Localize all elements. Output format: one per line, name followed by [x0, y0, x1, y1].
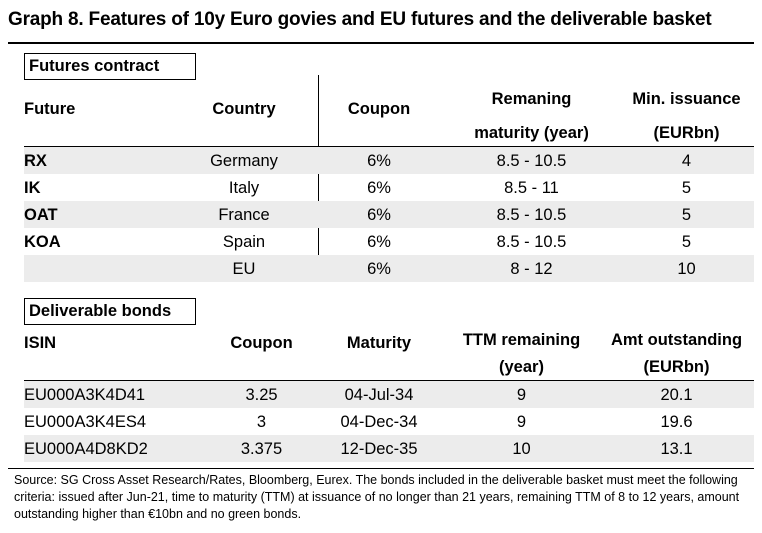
cell-coupon: 6%: [367, 178, 391, 197]
cell-coupon: 6%: [314, 201, 444, 228]
cell-maturity: 8.5 - 10.5: [496, 232, 567, 251]
cell-future: [24, 255, 174, 282]
table-row: EU 6% 8 - 12 10: [24, 255, 754, 282]
cell-issuance: 5: [681, 232, 692, 251]
cell-future: OAT: [24, 201, 174, 228]
cell-issuance: 4: [619, 146, 754, 174]
header-isin: ISIN: [24, 334, 57, 352]
cell-amt: 20.1: [599, 380, 754, 408]
cell-future: RX: [24, 146, 174, 174]
bonds-header-row: ISIN Coupon Maturity TTM remaining Amt o…: [24, 326, 754, 353]
table-row: RX Germany 6% 8.5 - 10.5 4: [24, 146, 754, 174]
cell-country: Spain: [222, 232, 266, 251]
bonds-section-label: Deliverable bonds: [24, 298, 196, 325]
cell-issuance: 10: [619, 255, 754, 282]
cell-coupon: 3.25: [209, 380, 314, 408]
page-title: Graph 8. Features of 10y Euro govies and…: [8, 9, 712, 30]
header-ttm-remaining: TTM remaining: [462, 330, 581, 349]
cell-coupon: 3: [256, 412, 267, 431]
cell-maturity: 8.5 - 10.5: [444, 146, 619, 174]
source-note: Source: SG Cross Asset Research/Rates, B…: [14, 473, 740, 521]
cell-future: KOA: [24, 232, 61, 251]
table-row: KOA Spain 6% 8.5 - 10.5 5: [24, 228, 754, 255]
cell-future: IK: [24, 178, 41, 197]
table-row: EU000A3K4D41 3.25 04-Jul-34 9 20.1: [24, 380, 754, 408]
futures-header-row-2: maturity (year) (EURbn): [24, 119, 754, 147]
bonds-header-row-2: (year) (EURbn): [24, 353, 754, 381]
cell-country: France: [174, 201, 314, 228]
cell-issuance: 5: [681, 178, 692, 197]
cell-country: Germany: [174, 146, 314, 174]
table-row: EU000A4D8KD2 3.375 12-Dec-35 10 13.1: [24, 435, 754, 462]
cell-maturity: 8.5 - 10.5: [444, 201, 619, 228]
header-ttm-unit: (year): [444, 353, 599, 381]
table-row: IK Italy 6% 8.5 - 11 5: [24, 174, 754, 201]
cell-ttm: 9: [444, 380, 599, 408]
cell-amt: 13.1: [599, 435, 754, 462]
header-amt-outstanding: Amt outstanding: [610, 330, 743, 349]
title-divider: [8, 42, 754, 44]
cell-coupon: 6%: [367, 232, 391, 251]
cell-coupon: 6%: [314, 255, 444, 282]
cell-maturity: 8.5 - 11: [504, 178, 559, 197]
cell-maturity: 04-Dec-34: [340, 412, 418, 431]
table-row: OAT France 6% 8.5 - 10.5 5: [24, 201, 754, 228]
header-min-issuance-unit: (EURbn): [619, 119, 754, 147]
cell-isin: EU000A3K4D41: [24, 380, 209, 408]
table-row: EU000A3K4ES4 3 04-Dec-34 9 19.6: [24, 408, 754, 435]
cell-amt: 19.6: [660, 412, 693, 431]
cell-coupon: 3.375: [209, 435, 314, 462]
cell-maturity: 04-Jul-34: [314, 380, 444, 408]
cell-maturity: 12-Dec-35: [314, 435, 444, 462]
header-future: Future: [24, 100, 76, 118]
cell-ttm: 10: [444, 435, 599, 462]
cell-isin: EU000A3K4ES4: [24, 412, 147, 431]
source-divider: [8, 468, 754, 469]
header-remaining-maturity-unit: maturity (year): [444, 119, 619, 147]
cell-country: Italy: [228, 178, 260, 197]
bonds-table: ISIN Coupon Maturity TTM remaining Amt o…: [24, 326, 754, 462]
header-min-issuance: Min. issuance: [632, 89, 741, 108]
cell-coupon: 6%: [314, 146, 444, 174]
header-maturity: Maturity: [346, 334, 412, 352]
header-country: Country: [212, 100, 276, 118]
cell-ttm: 9: [516, 412, 527, 431]
cell-maturity: 8 - 12: [444, 255, 619, 282]
header-amt-unit: (EURbn): [599, 353, 754, 381]
cell-isin: EU000A4D8KD2: [24, 435, 209, 462]
cell-issuance: 5: [619, 201, 754, 228]
futures-table: Future Country Coupon Remaning Min. issu…: [24, 78, 754, 282]
header-remaining-maturity: Remaning: [491, 89, 572, 108]
header-coupon: Coupon: [347, 100, 411, 118]
futures-header-row: Future Country Coupon Remaning Min. issu…: [24, 78, 754, 119]
header-coupon: Coupon: [230, 334, 293, 352]
cell-country: EU: [174, 255, 314, 282]
futures-section-label: Futures contract: [24, 53, 196, 80]
